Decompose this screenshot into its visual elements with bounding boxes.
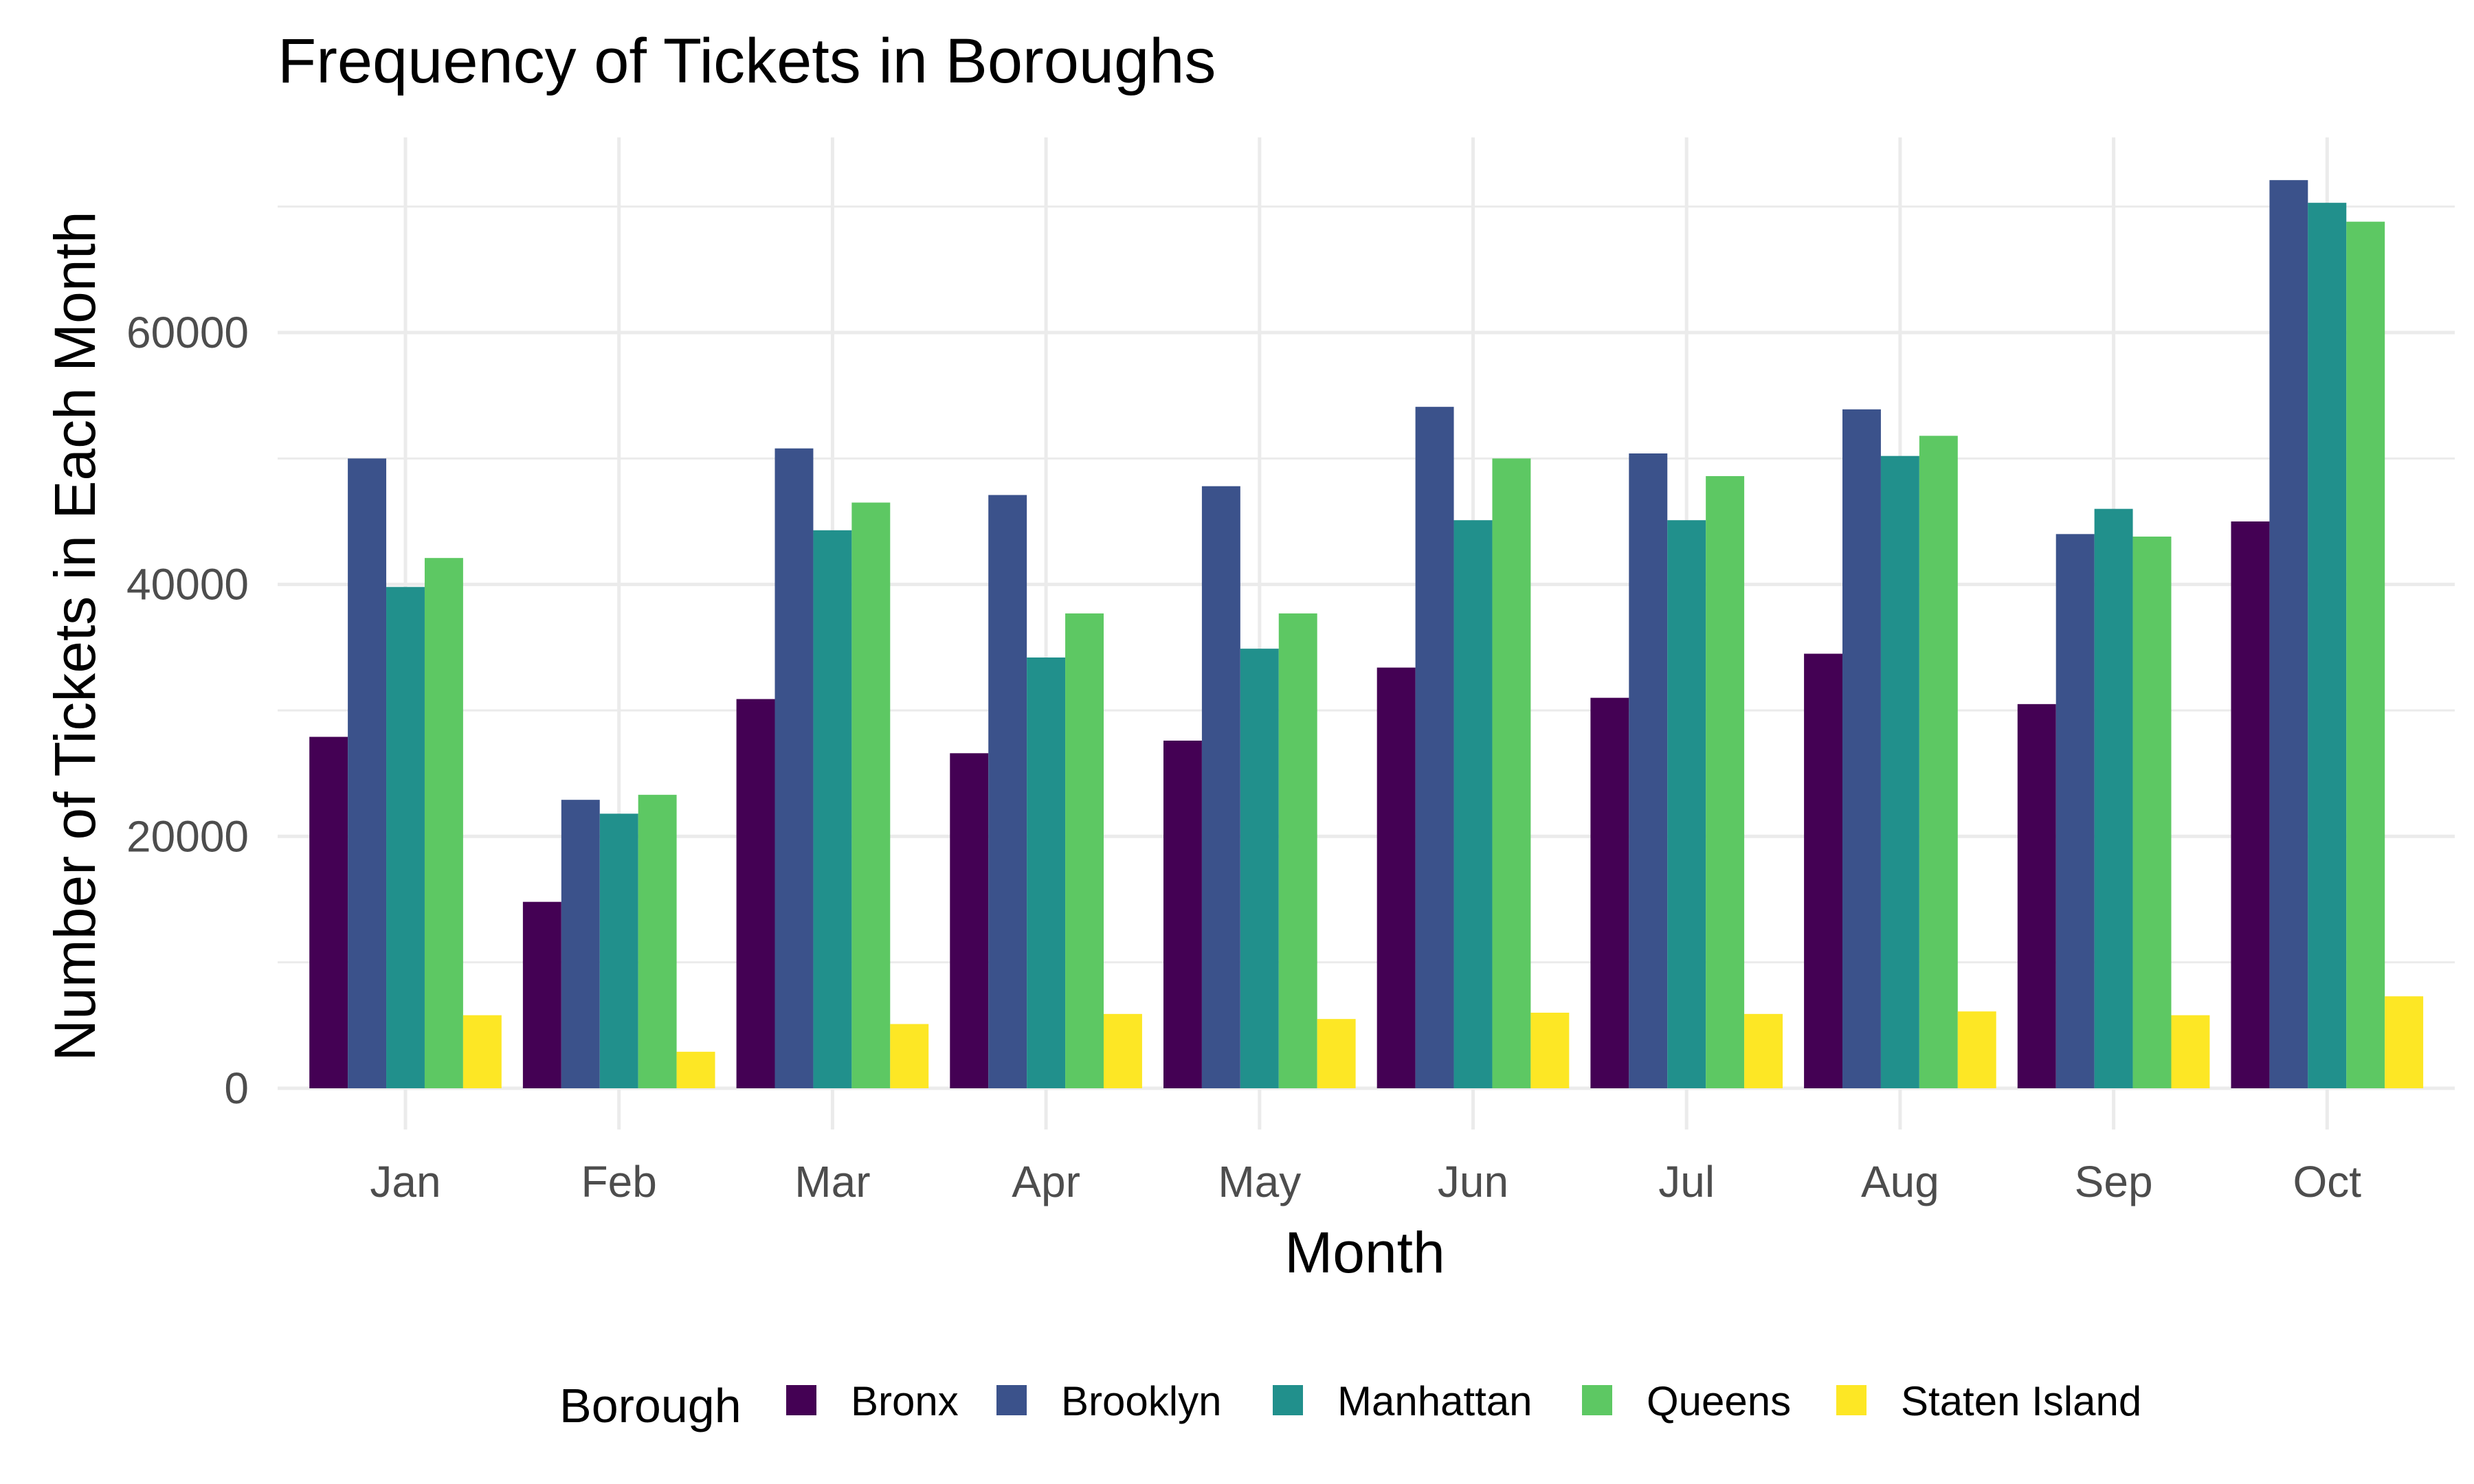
x-tick-label: Jan	[370, 1157, 441, 1206]
bar-queens-may	[1278, 613, 1317, 1088]
legend-label: Brooklyn	[1061, 1378, 1221, 1424]
y-tick-labels: 0 20000 40000 60000	[126, 308, 249, 1113]
bar-manhattan-aug	[1880, 456, 1919, 1088]
bar-bronx-sep	[2017, 704, 2056, 1088]
bar-bronx-may	[1163, 741, 1202, 1088]
legend: Borough Bronx Brooklyn Manhattan Queens Stat…	[559, 1378, 2141, 1432]
bar-staten-island-oct	[2385, 996, 2424, 1088]
x-tick-labels: Jan Feb Mar Apr May Jun Jul Aug Sep Oct	[370, 1157, 2361, 1206]
bar-queens-mar	[851, 502, 891, 1088]
bar-brooklyn-feb	[561, 800, 600, 1088]
bar-staten-island-aug	[1957, 1011, 1996, 1088]
bar-bronx-oct	[2231, 521, 2270, 1088]
bar-bronx-jul	[1590, 697, 1629, 1088]
legend-label: Queens	[1647, 1378, 1791, 1424]
legend-label: Bronx	[851, 1378, 959, 1424]
bar-queens-jan	[424, 558, 463, 1088]
bar-staten-island-feb	[676, 1051, 715, 1088]
bar-queens-apr	[1065, 613, 1104, 1088]
bar-manhattan-apr	[1027, 657, 1066, 1088]
x-tick-label: Apr	[1012, 1157, 1080, 1206]
bar-manhattan-jan	[386, 587, 425, 1088]
bar-brooklyn-jun	[1415, 407, 1454, 1088]
x-tick-label: Oct	[2293, 1157, 2362, 1206]
bar-manhattan-oct	[2308, 203, 2347, 1089]
legend-swatch	[1582, 1385, 1612, 1415]
bar-staten-island-apr	[1103, 1013, 1142, 1088]
y-tick-label: 0	[224, 1064, 249, 1113]
bar-bronx-jan	[309, 737, 348, 1088]
bar-staten-island-jul	[1744, 1013, 1783, 1088]
bar-queens-sep	[2132, 537, 2172, 1088]
legend-label: Staten Island	[1901, 1378, 2141, 1424]
bars	[309, 180, 2424, 1089]
bar-manhattan-feb	[599, 813, 638, 1088]
bar-queens-aug	[1919, 436, 1958, 1088]
bar-staten-island-mar	[890, 1024, 929, 1088]
bar-brooklyn-mar	[774, 448, 814, 1088]
bar-brooklyn-may	[1201, 486, 1240, 1088]
bar-staten-island-jan	[463, 1015, 502, 1088]
bar-bronx-feb	[522, 901, 561, 1088]
bar-queens-feb	[638, 794, 677, 1088]
bar-manhattan-jul	[1667, 520, 1706, 1088]
bar-manhattan-sep	[2094, 508, 2133, 1088]
bar-queens-oct	[2346, 221, 2385, 1089]
legend-title: Borough	[559, 1379, 742, 1432]
y-tick-label: 20000	[126, 811, 249, 861]
chart-title: Frequency of Tickets in Boroughs	[278, 26, 1216, 96]
bar-staten-island-may	[1317, 1019, 1356, 1088]
bar-brooklyn-jan	[348, 458, 387, 1088]
bar-bronx-aug	[1804, 653, 1843, 1088]
x-tick-label: May	[1218, 1157, 1301, 1206]
x-tick-label: Jul	[1658, 1157, 1715, 1206]
y-tick-label: 40000	[126, 560, 249, 609]
bar-manhattan-may	[1240, 649, 1279, 1088]
bar-brooklyn-apr	[988, 495, 1027, 1088]
x-tick-label: Aug	[1861, 1157, 1939, 1206]
bar-manhattan-jun	[1453, 520, 1493, 1088]
x-tick-label: Sep	[2075, 1157, 2153, 1206]
y-tick-label: 60000	[126, 308, 249, 357]
bar-brooklyn-oct	[2269, 180, 2308, 1089]
legend-swatch	[786, 1385, 816, 1415]
bar-brooklyn-aug	[1842, 409, 1881, 1088]
legend-swatch	[1273, 1385, 1303, 1415]
bar-bronx-apr	[950, 753, 989, 1088]
y-axis-title: Number of Tickets in Each Month	[43, 211, 107, 1061]
bar-brooklyn-jul	[1629, 453, 1668, 1088]
legend-swatch	[1836, 1385, 1866, 1415]
bar-queens-jul	[1706, 476, 1745, 1088]
x-tick-label: Jun	[1438, 1157, 1508, 1206]
bar-bronx-jun	[1377, 667, 1416, 1088]
legend-label: Manhattan	[1337, 1378, 1533, 1424]
legend-swatch	[996, 1385, 1027, 1415]
x-tick-label: Mar	[794, 1157, 870, 1206]
bar-bronx-mar	[736, 699, 775, 1088]
x-tick-label: Feb	[581, 1157, 657, 1206]
bar-brooklyn-sep	[2055, 534, 2095, 1088]
x-axis-title: Month	[1284, 1220, 1445, 1285]
bar-queens-jun	[1492, 458, 1531, 1088]
bar-staten-island-sep	[2171, 1015, 2210, 1088]
bar-staten-island-jun	[1530, 1013, 1570, 1088]
bar-manhattan-mar	[813, 530, 852, 1088]
